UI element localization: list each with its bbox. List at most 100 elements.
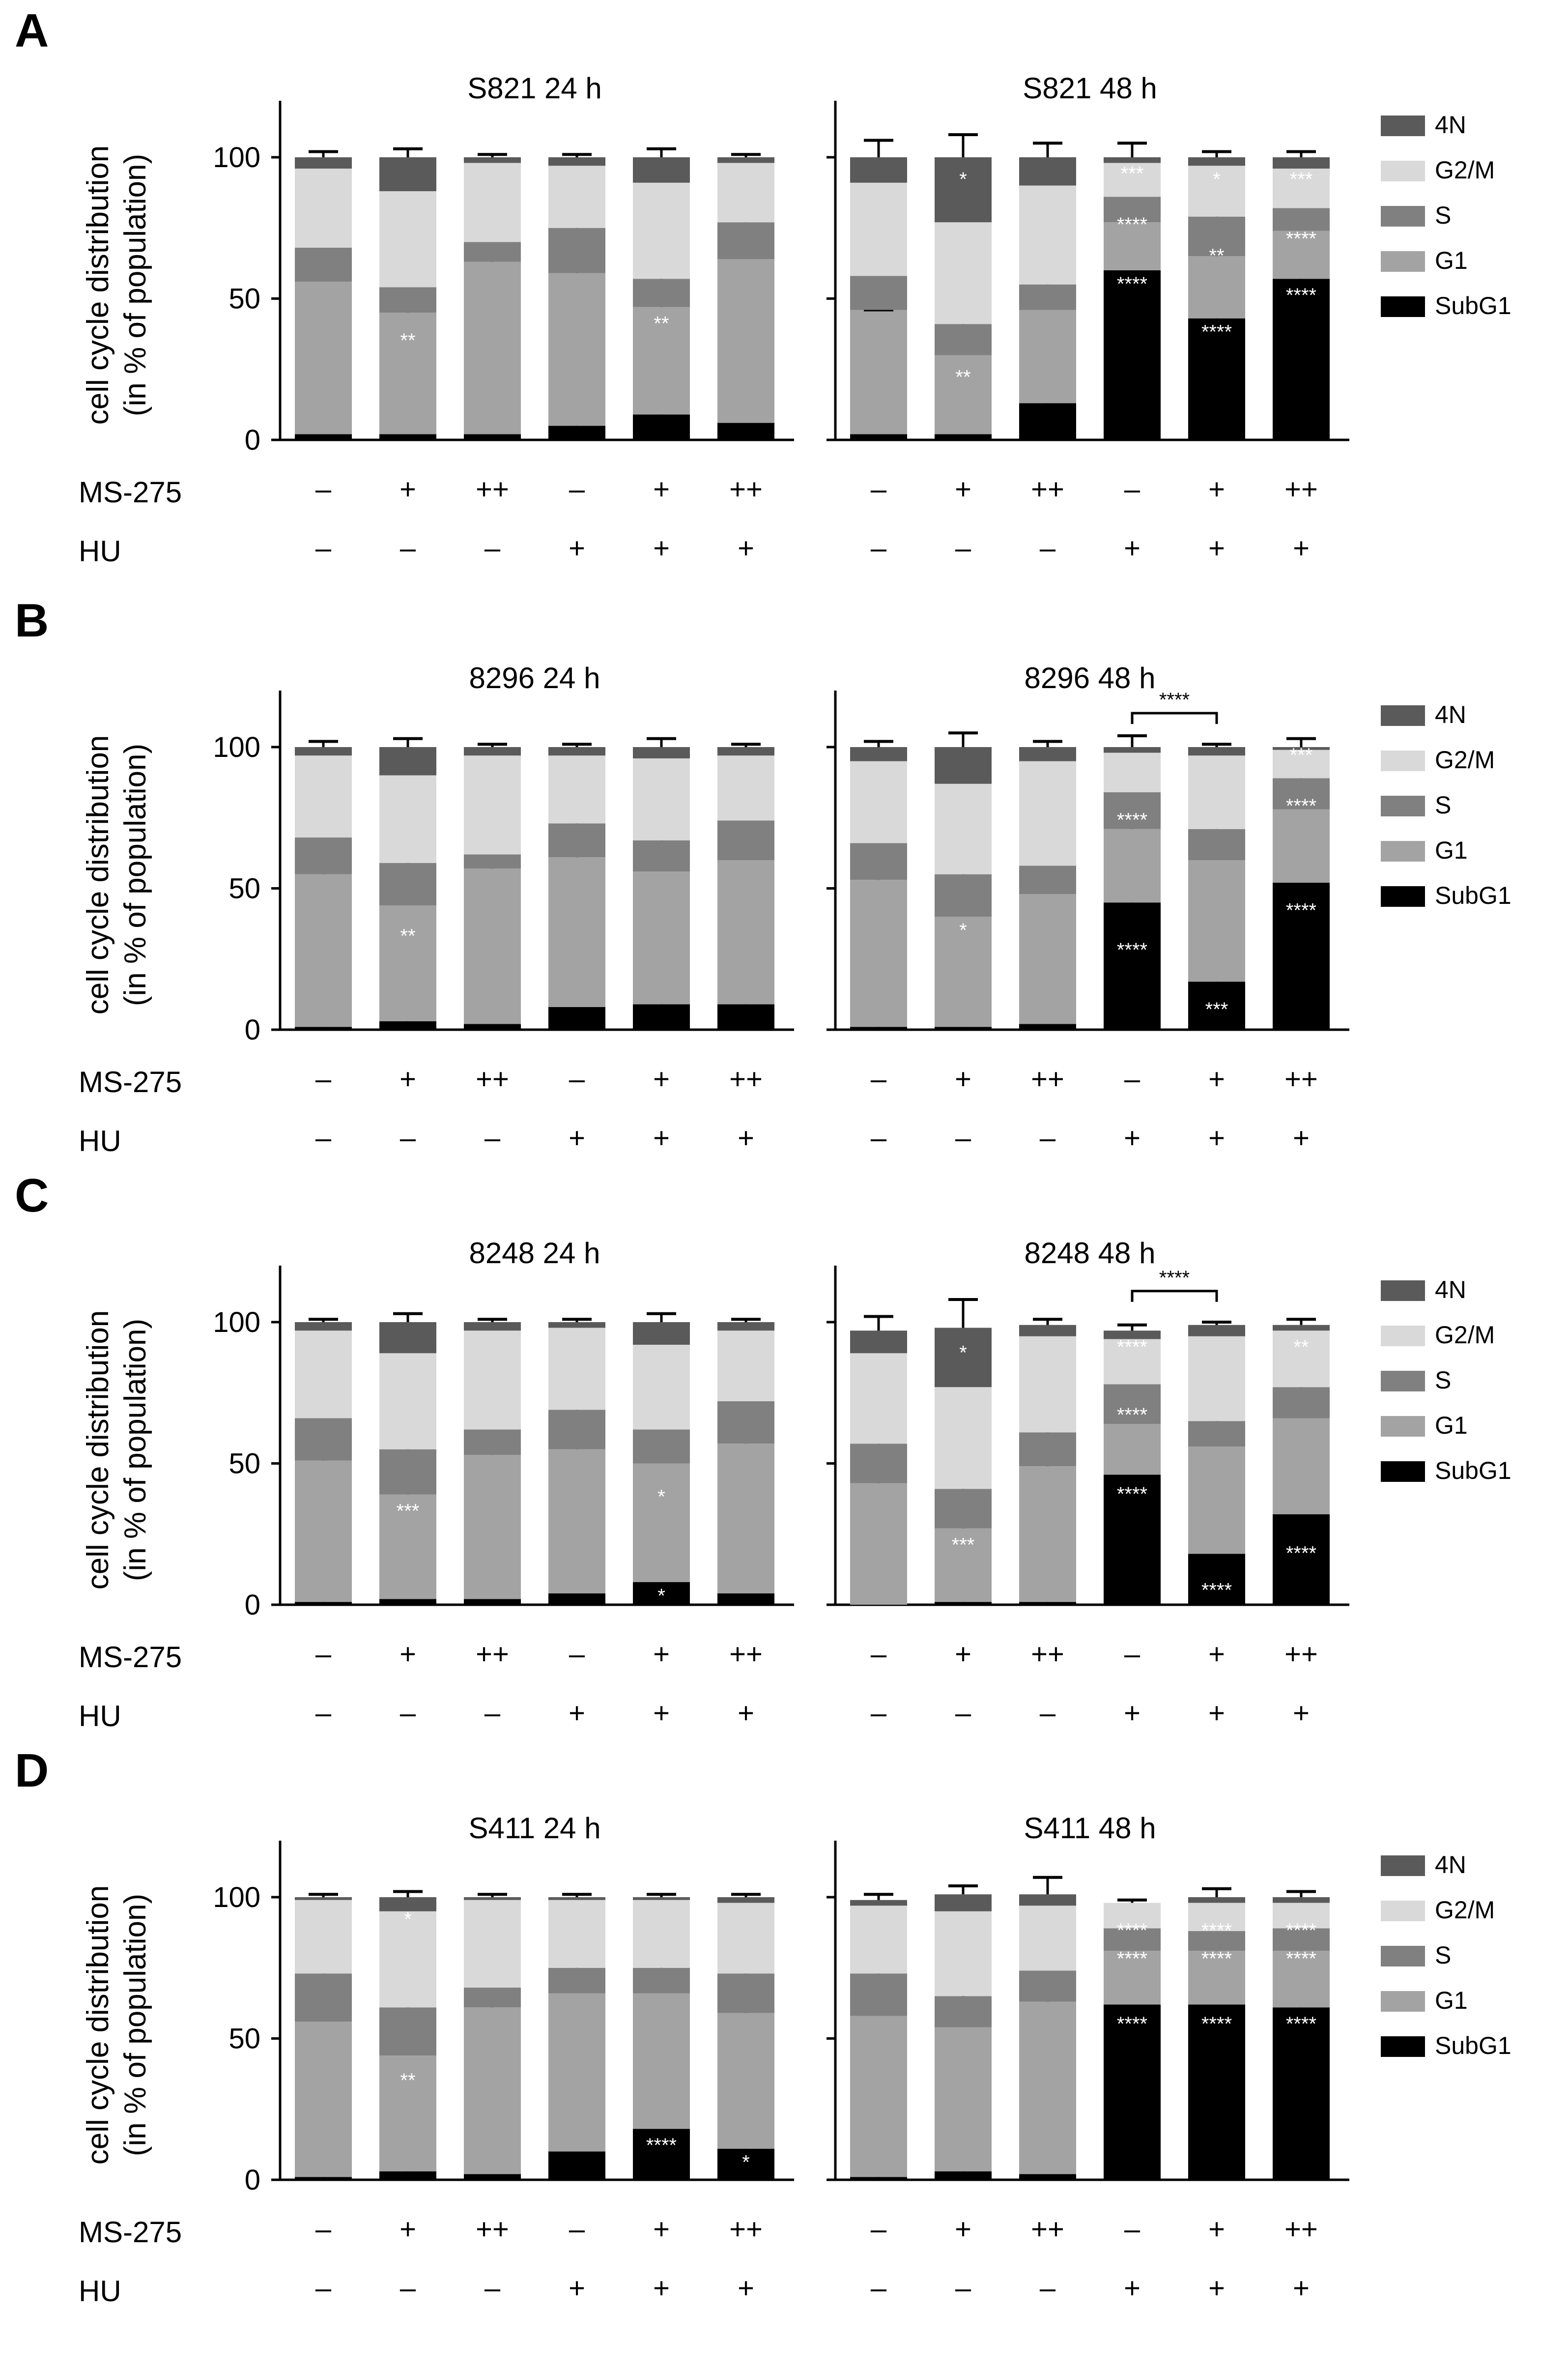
ms275-sign: +	[399, 1063, 416, 1095]
bar-segment-subg1	[379, 2171, 436, 2180]
bar-segment-4n	[1019, 157, 1076, 186]
hu-sign: –	[315, 532, 332, 564]
bar-segment-4n	[935, 747, 992, 784]
bar-segment-s	[850, 843, 907, 880]
bar-segment-g1	[548, 1993, 605, 2152]
chart-title: S411 48 h	[1024, 1812, 1156, 1845]
significance-label: *	[1213, 169, 1221, 190]
bar-segment-g1	[717, 2013, 774, 2149]
y-tick-label: 0	[245, 1014, 260, 1046]
significance-label: **	[955, 367, 970, 388]
bar-segment-4n	[717, 747, 774, 756]
legend-label: SubG1	[1435, 2032, 1511, 2059]
stacked-bar	[1273, 1890, 1330, 2180]
ms275-sign: –	[315, 1063, 332, 1095]
ms275-row-label: MS-275	[79, 1066, 182, 1098]
bar-segment-subg1	[1273, 279, 1330, 440]
bar-segment-g1	[1104, 222, 1161, 270]
bar-segment-g1	[850, 2016, 907, 2177]
legend-swatch	[1381, 1855, 1425, 1876]
significance-label: ****	[1286, 228, 1316, 250]
bar-segment-g1	[295, 874, 352, 1027]
y-axis-title-line2: (in % of population)	[118, 744, 152, 1006]
bar-segment-g2m	[1019, 1906, 1076, 1971]
significance-label: ***	[1290, 169, 1313, 190]
hu-sign: –	[955, 532, 971, 564]
bar-segment-s	[1019, 866, 1076, 894]
bar-segment-g1	[1188, 860, 1245, 982]
bar-segment-g2m	[464, 163, 521, 242]
ms275-row-label: MS-275	[79, 1641, 182, 1674]
bar-segment-4n	[850, 157, 907, 183]
stacked-bar	[1104, 1323, 1161, 1605]
legend-swatch	[1381, 1416, 1425, 1437]
legend-label: G1	[1435, 1412, 1468, 1439]
hu-sign: –	[315, 2272, 332, 2304]
bar-segment-subg1	[1019, 403, 1076, 440]
legend: 4N G2/M S G1 SubG1	[1381, 1851, 1511, 2059]
ms275-sign: –	[569, 1063, 585, 1095]
ms275-sign: ++	[1284, 473, 1318, 505]
significance-label: *	[959, 169, 967, 190]
ms275-sign: ++	[729, 1063, 763, 1095]
chart-title: 8296 24 h	[469, 662, 600, 694]
bar-segment-4n	[1188, 1325, 1245, 1336]
bracket-line	[1131, 1290, 1218, 1302]
ms275-sign: +	[399, 2213, 416, 2245]
hu-row-label: HU	[79, 2275, 121, 2308]
bar-segment-4n	[464, 157, 521, 163]
bar-segment-s	[1188, 1931, 1245, 1951]
bar-segment-subg1	[379, 1021, 436, 1030]
hu-sign: +	[1293, 532, 1310, 564]
significance-label: ****	[1286, 2013, 1316, 2035]
legend-swatch	[1381, 116, 1425, 136]
stacked-bar	[295, 1318, 352, 1605]
ms275-sign: –	[1124, 2213, 1140, 2245]
ms275-sign: ++	[1284, 1638, 1318, 1670]
chart-title: S821 48 h	[1023, 72, 1157, 105]
bar-segment-4n	[1273, 157, 1330, 169]
significance-label: ****	[1286, 900, 1316, 922]
ms275-sign: ++	[1031, 2213, 1064, 2245]
hu-sign: –	[400, 2272, 416, 2304]
y-axis-title: cell cycle distribution (in % of populati…	[81, 1310, 152, 1590]
bar-segment-g1	[1019, 894, 1076, 1024]
legend-label: S	[1435, 1941, 1451, 1969]
bar-segment-4n	[1104, 1330, 1161, 1339]
bar-segment-g1	[379, 313, 436, 434]
legend-swatch	[1381, 1901, 1425, 1921]
bar-segment-4n	[464, 1322, 521, 1331]
legend-label: G1	[1435, 247, 1468, 274]
bracket-line	[1131, 712, 1218, 724]
legend-label: G2/M	[1435, 1321, 1495, 1349]
bar-segment-subg1	[1019, 2174, 1076, 2180]
bar-segment-g1	[295, 2022, 352, 2177]
bar-segment-s	[464, 1429, 521, 1455]
bar-segment-g1	[1104, 1951, 1161, 2005]
bar-segment-subg1	[464, 434, 521, 440]
y-tick-label: 0	[245, 424, 260, 456]
bar-segment-g2m	[379, 1911, 436, 2008]
bar-segment-g1	[850, 1483, 907, 1605]
stacked-bar	[464, 1318, 521, 1605]
bar-segment-s	[464, 242, 521, 262]
stacked-bar	[935, 731, 992, 1030]
legend-swatch	[1381, 296, 1425, 317]
hu-sign: –	[1040, 1697, 1056, 1729]
legend-swatch	[1381, 886, 1425, 907]
hu-sign: +	[1124, 1697, 1140, 1729]
bar-segment-g1	[464, 2007, 521, 2174]
legend-label: S	[1435, 202, 1451, 229]
ms275-sign: +	[1208, 2213, 1225, 2245]
bar-segment-s	[717, 222, 774, 259]
significance-label: ***	[397, 1500, 420, 1522]
significance-label: ****	[1117, 1404, 1147, 1426]
ms275-sign: –	[315, 2213, 332, 2245]
chart-title: 8248 24 h	[469, 1237, 600, 1270]
stacked-bar	[464, 153, 521, 440]
bar-segment-g1	[633, 871, 690, 1005]
bar-segment-g2m	[548, 1900, 605, 1968]
bar-segment-subg1	[1188, 318, 1245, 440]
bar-segment-4n	[548, 157, 605, 166]
